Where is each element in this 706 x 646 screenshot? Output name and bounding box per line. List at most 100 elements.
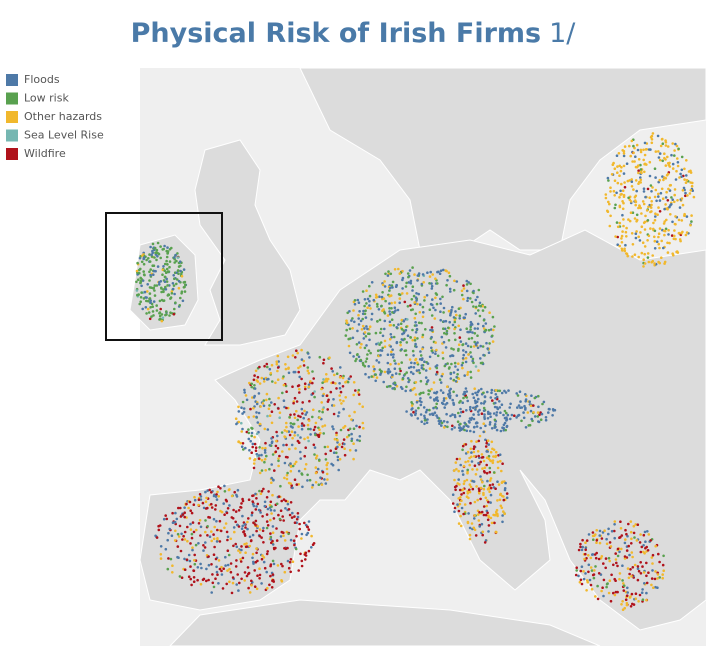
risk-dot — [647, 260, 651, 264]
risk-dot — [193, 562, 197, 566]
risk-dot — [621, 149, 624, 152]
risk-dot — [462, 482, 466, 486]
risk-dot — [194, 543, 198, 547]
risk-dot — [280, 579, 283, 582]
risk-dot — [630, 551, 634, 554]
risk-dot — [467, 353, 470, 356]
risk-dot — [478, 489, 481, 493]
risk-dot — [639, 572, 643, 575]
risk-dot — [622, 172, 626, 175]
risk-dot — [420, 366, 424, 370]
risk-dot — [587, 570, 590, 574]
risk-dot — [358, 435, 362, 438]
risk-dot — [653, 247, 657, 250]
risk-dot — [542, 400, 546, 404]
risk-dot — [308, 399, 311, 403]
risk-dot — [641, 200, 645, 203]
risk-dot — [640, 212, 643, 215]
risk-dot — [228, 567, 231, 571]
risk-dot — [451, 323, 455, 327]
risk-dot — [657, 232, 661, 235]
risk-dot — [483, 415, 486, 419]
risk-dot — [317, 483, 321, 487]
risk-dot — [403, 373, 407, 376]
risk-dot — [242, 448, 245, 451]
risk-dot — [479, 486, 483, 490]
risk-dot — [267, 490, 270, 493]
risk-dot — [605, 537, 608, 541]
risk-dot — [473, 514, 476, 517]
risk-dot — [658, 576, 661, 579]
risk-dot — [397, 267, 400, 271]
risk-dot — [199, 525, 203, 529]
risk-dot — [220, 573, 224, 576]
risk-dot — [158, 314, 162, 318]
risk-dot — [472, 413, 475, 416]
risk-dot — [440, 421, 444, 425]
risk-dot — [322, 358, 326, 362]
risk-dot — [177, 279, 181, 283]
risk-dot — [246, 566, 250, 569]
risk-dot — [656, 134, 660, 138]
risk-dot — [303, 521, 306, 525]
risk-dot — [188, 500, 192, 504]
risk-dot — [624, 230, 628, 234]
risk-dot — [464, 312, 468, 316]
risk-dot — [435, 302, 439, 306]
risk-dot — [276, 378, 280, 382]
risk-dot — [285, 530, 289, 534]
risk-dot — [248, 535, 252, 539]
risk-dot — [375, 376, 379, 379]
risk-dot — [298, 527, 302, 531]
risk-dot — [266, 550, 270, 553]
risk-dot — [461, 410, 465, 414]
risk-dot — [460, 506, 464, 510]
risk-dot — [263, 504, 267, 508]
risk-dot — [637, 164, 640, 167]
risk-dot — [232, 508, 235, 512]
risk-dot — [323, 445, 327, 449]
risk-dot — [236, 573, 239, 576]
risk-dot — [139, 276, 142, 280]
risk-dot — [494, 401, 497, 405]
risk-dot — [168, 265, 171, 269]
risk-dot — [629, 154, 632, 158]
risk-dot — [509, 402, 512, 406]
risk-dot — [641, 588, 644, 591]
risk-dot — [270, 481, 273, 485]
risk-dot — [189, 528, 193, 531]
risk-dot — [494, 454, 498, 458]
risk-dot — [685, 215, 689, 218]
risk-dot — [414, 321, 417, 324]
risk-dot — [466, 492, 470, 495]
risk-dot — [262, 541, 265, 544]
risk-dot — [426, 362, 430, 365]
risk-dot — [501, 520, 504, 524]
risk-dot — [265, 496, 269, 499]
risk-dot — [237, 525, 241, 528]
risk-dot — [455, 394, 459, 397]
risk-dot — [304, 446, 308, 450]
risk-dot — [643, 228, 647, 231]
risk-dot — [150, 286, 153, 290]
risk-dot — [255, 497, 258, 500]
risk-dot — [642, 544, 645, 547]
risk-dot — [462, 353, 466, 357]
risk-dot — [494, 397, 497, 400]
risk-dot — [206, 525, 209, 528]
risk-dot — [311, 381, 314, 385]
risk-dot — [453, 478, 456, 482]
risk-dot — [451, 424, 454, 428]
risk-dot — [379, 354, 382, 357]
risk-dot — [413, 273, 416, 276]
risk-dot — [405, 371, 409, 374]
risk-dot — [253, 384, 256, 387]
risk-dot — [490, 427, 494, 430]
risk-dot — [503, 488, 507, 492]
risk-dot — [284, 455, 288, 459]
risk-dot — [324, 452, 328, 456]
risk-dot — [627, 196, 630, 200]
risk-dot — [483, 541, 487, 544]
risk-dot — [630, 575, 633, 578]
